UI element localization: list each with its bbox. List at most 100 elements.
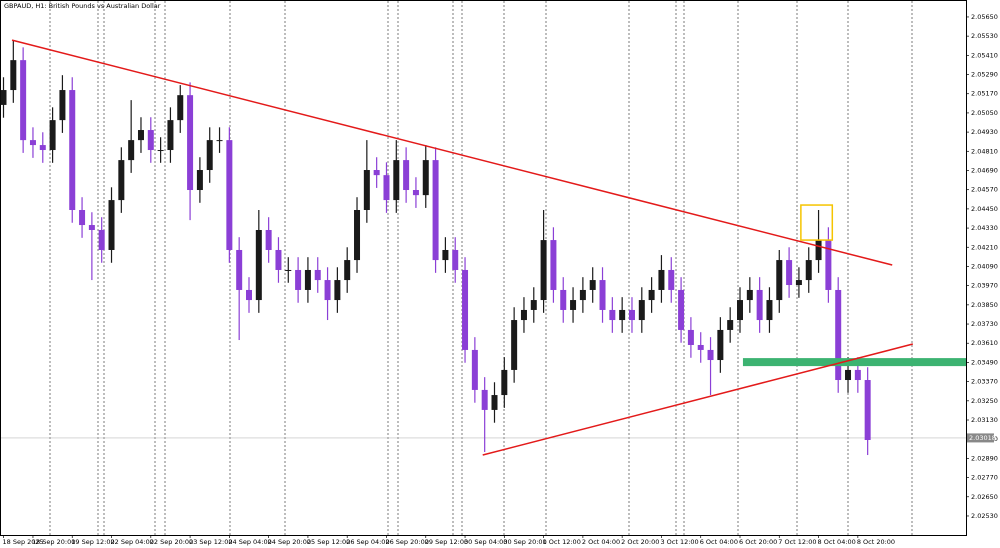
x-tick-label: 8 Oct 20:00: [857, 538, 895, 546]
candle-body: [49, 120, 56, 151]
x-tick-label: 22 Sep 04:00: [111, 538, 154, 546]
y-tick-label: 2.04450: [971, 205, 998, 213]
candle-body: [422, 160, 429, 196]
candle-body: [157, 150, 164, 152]
candle-body: [776, 260, 783, 301]
y-tick-label: 2.05410: [971, 51, 998, 59]
candle-body: [864, 380, 871, 440]
candle-body: [295, 269, 302, 290]
candle-body: [678, 289, 685, 330]
x-tick-label: 6 Oct 20:00: [739, 538, 777, 546]
candle-body: [668, 269, 675, 290]
candle-body: [628, 309, 635, 321]
y-tick-label: 2.03970: [971, 282, 998, 290]
candle-body: [196, 170, 203, 191]
x-tick-label: 3 Oct 12:00: [660, 538, 698, 546]
y-tick-label: 2.03250: [971, 397, 998, 405]
candle-body: [746, 289, 753, 301]
x-tick-label: 6 Oct 04:00: [700, 538, 738, 546]
x-tick-label: 18 Sep 20:00: [32, 538, 75, 546]
x-tick-label: 26 Sep 04:00: [346, 538, 389, 546]
candle-body: [118, 160, 125, 201]
candle-body: [383, 175, 390, 201]
y-tick-label: 2.02770: [971, 474, 998, 482]
candle-body: [737, 300, 743, 321]
candle-body: [471, 349, 478, 390]
candle-body: [128, 140, 135, 161]
candle-body: [39, 145, 46, 151]
candle-body: [845, 369, 852, 381]
candle-body: [29, 140, 36, 146]
candle-body: [442, 249, 449, 261]
y-tick-label: 2.05290: [971, 71, 998, 79]
candle-body: [363, 170, 370, 211]
candle-body: [265, 229, 272, 250]
candle-body: [403, 160, 410, 191]
candle-body: [285, 269, 292, 271]
y-tick-label: 2.03610: [971, 339, 998, 347]
candle-body: [452, 249, 459, 270]
candle-body: [658, 269, 665, 290]
candle-body: [638, 300, 645, 321]
candle-body: [255, 229, 262, 301]
candle-body: [619, 309, 626, 321]
y-tick-label: 2.04210: [971, 243, 998, 251]
candle-body: [137, 130, 144, 141]
y-tick-label: 2.05170: [971, 90, 998, 98]
candle-body: [786, 260, 793, 286]
candle-body: [707, 349, 714, 361]
x-tick-label: 2 Oct 20:00: [621, 538, 659, 546]
x-tick-label: 1 Oct 12:00: [543, 538, 581, 546]
candle-body: [324, 280, 331, 301]
candle-body: [697, 344, 704, 350]
y-tick-label: 2.02530: [971, 512, 998, 520]
candle-body: [236, 249, 243, 290]
x-tick-label: 26 Sep 20:00: [385, 538, 428, 546]
current-price-box: [967, 433, 994, 443]
x-tick-label: 18 Sep 2025: [3, 538, 44, 546]
plot-frame: [0, 0, 967, 536]
y-tick-label: 2.02890: [971, 454, 998, 462]
candle-body: [373, 170, 380, 176]
candle-body: [412, 190, 419, 196]
y-tick-label: 2.05530: [971, 32, 998, 40]
candle-body: [579, 289, 586, 301]
candle-body: [88, 225, 95, 230]
x-tick-label: 7 Oct 12:00: [778, 538, 816, 546]
candle-body: [609, 309, 616, 321]
candle-body: [226, 140, 233, 250]
candle-body: [570, 300, 577, 310]
candle-body: [354, 210, 361, 261]
candle-body: [540, 240, 547, 301]
candle-body: [717, 329, 724, 361]
y-tick-label: 2.05650: [971, 13, 998, 21]
y-tick-label: 2.04690: [971, 166, 998, 174]
candle-body: [20, 60, 27, 141]
x-tick-label: 19 Sep 12:00: [71, 538, 114, 546]
x-tick-label: 30 Sep 20:00: [503, 538, 546, 546]
candle-body: [805, 260, 812, 281]
candle-body: [275, 249, 282, 270]
y-tick-label: 2.04930: [971, 128, 998, 136]
chart-title: GBPAUD, H1: British Pounds vs Australian…: [4, 2, 161, 10]
y-tick-label: 2.03130: [971, 416, 998, 424]
candle-body: [835, 289, 842, 381]
x-tick-label: 22 Sep 20:00: [150, 538, 193, 546]
candle-body: [246, 289, 252, 301]
candle-body: [432, 160, 439, 261]
highlight-box: [800, 204, 834, 241]
candle-body: [334, 280, 341, 301]
trendline: [11, 39, 893, 266]
candle-body: [0, 90, 7, 105]
x-tick-label: 8 Oct 04:00: [818, 538, 856, 546]
x-tick-label: 24 Sep 20:00: [268, 538, 311, 546]
candle-body: [187, 95, 194, 191]
zone: [742, 358, 966, 367]
x-tick-label: 23 Sep 12:00: [189, 538, 232, 546]
trendline: [482, 343, 914, 456]
y-tick-label: 2.04090: [971, 262, 998, 270]
candle-body: [599, 280, 606, 310]
candle-body: [648, 289, 655, 301]
